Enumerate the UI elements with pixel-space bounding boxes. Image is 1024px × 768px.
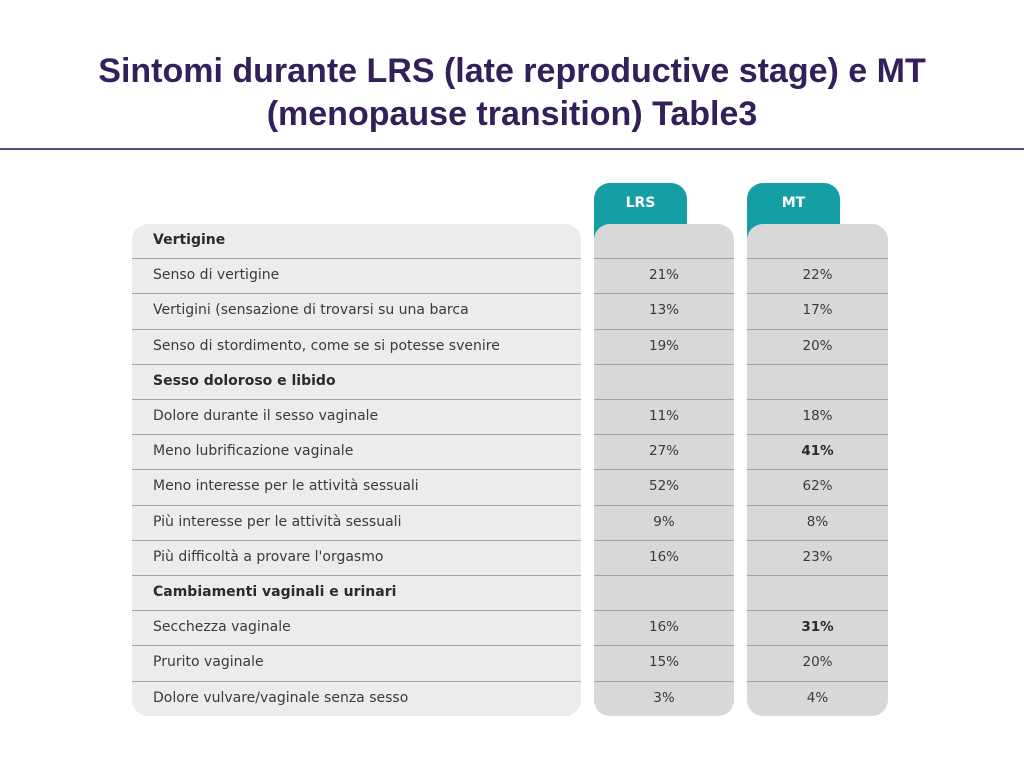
lrs-row — [594, 576, 734, 612]
symptom-label: Dolore vulvare/vaginale senza sesso — [153, 689, 409, 706]
table-row: Più interesse per le attività sessuali — [132, 506, 581, 541]
lrs-row — [594, 365, 734, 400]
mt-row: 17% — [747, 294, 888, 330]
symptom-label: Prurito vaginale — [153, 654, 264, 671]
lrs-row — [594, 224, 734, 260]
table-section-header: Cambiamenti vaginali e urinari — [132, 576, 581, 612]
lrs-row: 3% — [594, 682, 734, 716]
lrs-value: 27% — [648, 443, 679, 460]
mt-row: 62% — [747, 470, 888, 506]
mt-row — [747, 224, 888, 260]
section-title: Sesso doloroso e libido — [153, 372, 336, 389]
symptom-label-column: Vertigine Senso di vertigine Vertigini (se… — [132, 224, 581, 716]
mt-row: 20% — [747, 646, 888, 682]
mt-row — [747, 365, 888, 400]
lrs-value: 16% — [648, 619, 679, 636]
lrs-row: 16% — [594, 611, 734, 647]
mt-row — [747, 576, 888, 612]
lrs-row: 9% — [594, 506, 734, 541]
mt-value: 23% — [802, 548, 833, 565]
lrs-row: 52% — [594, 470, 734, 506]
symptom-label: Più difficoltà a provare l'orgasmo — [153, 548, 384, 565]
mt-value: 17% — [802, 302, 833, 319]
lrs-value: 13% — [648, 302, 679, 319]
mt-row: 41% — [747, 435, 888, 471]
lrs-value: 19% — [648, 337, 679, 354]
title-divider — [0, 148, 1024, 150]
mt-value: 20% — [802, 337, 833, 354]
lrs-value: 52% — [648, 478, 679, 495]
table-row: Vertigini (sensazione di trovarsi su una… — [132, 294, 581, 330]
lrs-row: 13% — [594, 294, 734, 330]
mt-value-column: 22% 17% 20% 18% 41% 62% 8% 23% 31% 20% 4% — [747, 224, 888, 716]
lrs-value: 9% — [653, 513, 675, 530]
mt-value: 41% — [801, 443, 834, 460]
lrs-value: 11% — [648, 408, 679, 424]
table-row: Più difficoltà a provare l'orgasmo — [132, 541, 581, 576]
table-row: Dolore durante il sesso vaginale — [132, 400, 581, 436]
mt-row: 22% — [747, 259, 888, 295]
lrs-value: 15% — [648, 654, 679, 671]
mt-row: 31% — [747, 611, 888, 647]
lrs-row: 27% — [594, 435, 734, 471]
section-title: Cambiamenti vaginali e urinari — [153, 584, 397, 600]
lrs-value: 21% — [648, 267, 679, 284]
lrs-row: 11% — [594, 400, 734, 436]
mt-value: 20% — [802, 654, 833, 671]
lrs-value: 3% — [653, 689, 675, 706]
table-row: Prurito vaginale — [132, 646, 581, 682]
mt-row: 4% — [747, 682, 888, 716]
table-row: Secchezza vaginale — [132, 611, 581, 647]
symptom-label: Senso di vertigine — [153, 267, 280, 284]
mt-value: 18% — [802, 408, 833, 424]
table-row: Meno interesse per le attività sessuali — [132, 470, 581, 506]
page-title: Sintomi durante LRS (late reproductive s… — [98, 52, 926, 133]
mt-value: 31% — [801, 619, 834, 636]
mt-value: 62% — [802, 478, 833, 495]
symptom-label: Vertigini (sensazione di trovarsi su una… — [153, 302, 469, 319]
symptom-label: Secchezza vaginale — [153, 619, 291, 636]
mt-row: 8% — [747, 506, 888, 541]
lrs-row: 15% — [594, 646, 734, 682]
symptom-label: Meno lubrificazione vaginale — [153, 443, 354, 460]
symptom-label: Dolore durante il sesso vaginale — [153, 408, 379, 424]
table-row: Senso di vertigine — [132, 259, 581, 295]
symptom-label: Senso di stordimento, come se si potesse… — [153, 337, 500, 354]
mt-row: 23% — [747, 541, 888, 576]
table-row: Meno lubrificazione vaginale — [132, 435, 581, 471]
mt-value: 4% — [806, 689, 829, 706]
lrs-value: 16% — [648, 548, 679, 565]
lrs-row: 19% — [594, 330, 734, 365]
mt-value: 8% — [806, 513, 829, 530]
symptom-label: Più interesse per le attività sessuali — [153, 513, 402, 530]
lrs-value-column: 21% 13% 19% 11% 27% 52% 9% 16% 16% 15% 3% — [594, 224, 734, 716]
table-row: Senso di stordimento, come se si potesse… — [132, 330, 581, 365]
lrs-row: 16% — [594, 541, 734, 576]
symptom-label: Meno interesse per le attività sessuali — [153, 478, 419, 495]
lrs-row: 21% — [594, 259, 734, 295]
table-section-header: Vertigine — [132, 224, 581, 260]
mt-row: 18% — [747, 400, 888, 436]
mt-row: 20% — [747, 330, 888, 365]
section-title: Vertigine — [153, 232, 226, 248]
table-row: Dolore vulvare/vaginale senza sesso — [132, 682, 581, 716]
table-section-header: Sesso doloroso e libido — [132, 365, 581, 400]
mt-value: 22% — [802, 267, 833, 284]
